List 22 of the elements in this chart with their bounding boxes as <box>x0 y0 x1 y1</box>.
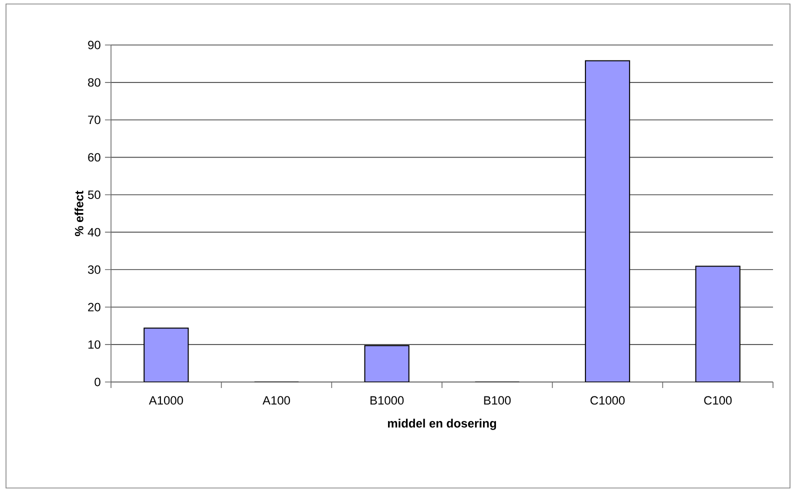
x-tick-label: A100 <box>262 396 290 405</box>
x-tick-label: B1000 <box>370 396 404 405</box>
x-tick-label: C100 <box>704 396 732 405</box>
bar <box>584 60 630 382</box>
bar <box>695 266 740 382</box>
y-tick-label: 30 <box>88 265 100 274</box>
y-axis-title: % effect <box>74 190 84 236</box>
bar <box>144 328 189 382</box>
x-tick-label: B100 <box>484 396 511 405</box>
y-tick-label: 70 <box>88 116 100 124</box>
y-tick-label: 50 <box>88 190 100 199</box>
y-tick-label: 90 <box>88 40 100 50</box>
y-tick-label: 0 <box>94 378 100 386</box>
x-tick-label: C1000 <box>590 396 625 405</box>
y-tick-label: 20 <box>88 302 100 312</box>
y-tick-label: 80 <box>88 78 100 87</box>
bar <box>364 345 410 382</box>
y-tick-label: 40 <box>88 228 100 236</box>
x-axis-title: middel en dosering <box>388 418 496 430</box>
x-tick-label: A1000 <box>148 396 183 405</box>
y-tick-label: 60 <box>88 153 100 162</box>
y-tick-label: 10 <box>88 340 100 349</box>
